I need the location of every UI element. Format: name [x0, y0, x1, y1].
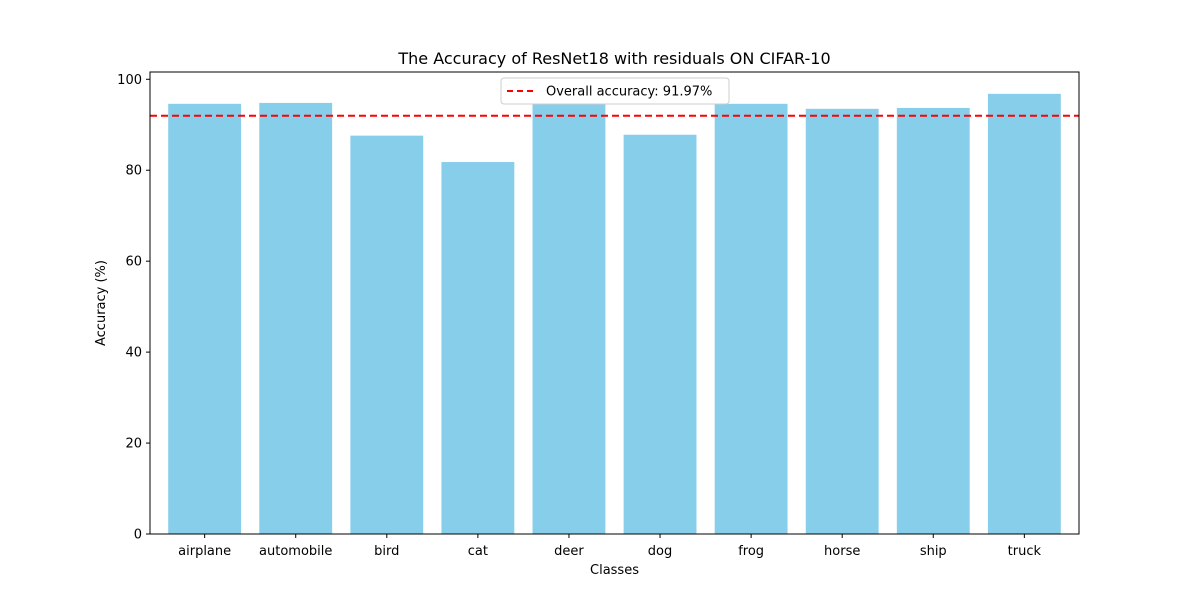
bar-dog	[623, 134, 697, 534]
y-tick-label: 40	[125, 346, 142, 361]
y-tick-label: 20	[125, 437, 142, 452]
x-tick-label: deer	[554, 544, 584, 559]
bar-ship	[896, 107, 970, 535]
x-axis-label: Classes	[590, 563, 639, 578]
chart-title: The Accuracy of ResNet18 with residuals …	[397, 49, 830, 68]
x-tick-label: airplane	[178, 544, 231, 559]
y-tick-label: 80	[125, 164, 142, 179]
x-tick-label: cat	[468, 544, 488, 559]
bar-truck	[987, 93, 1061, 534]
legend-box	[500, 77, 730, 105]
bar-cat	[441, 162, 515, 535]
bar-horse	[805, 108, 879, 534]
bar-bird	[350, 135, 424, 534]
bar-airplane	[168, 103, 242, 534]
bars-layer	[168, 93, 1061, 535]
bar-deer	[532, 104, 606, 534]
y-tick-label: 60	[125, 255, 142, 270]
x-tick-label: dog	[648, 544, 672, 559]
x-tick-label: automobile	[259, 544, 332, 559]
bar-frog	[714, 103, 788, 534]
x-tick-label: truck	[1008, 544, 1042, 559]
y-axis: 0 20 40 60 80 100	[117, 73, 150, 543]
x-tick-label: frog	[738, 544, 764, 559]
x-tick-label: bird	[374, 544, 399, 559]
y-tick-label: 0	[134, 528, 142, 543]
legend-label: Overall accuracy: 91.97%	[546, 85, 712, 100]
y-axis-label: Accuracy (%)	[94, 260, 109, 346]
x-axis: airplane automobile bird cat deer dog frog hors…	[178, 534, 1041, 559]
x-tick-label: ship	[920, 544, 947, 559]
bar-automobile	[259, 102, 333, 535]
plot-frame	[149, 71, 1080, 535]
y-tick-label: 100	[117, 73, 142, 88]
x-tick-label: horse	[824, 544, 860, 559]
legend: Overall accuracy: 91.97%	[500, 77, 730, 105]
